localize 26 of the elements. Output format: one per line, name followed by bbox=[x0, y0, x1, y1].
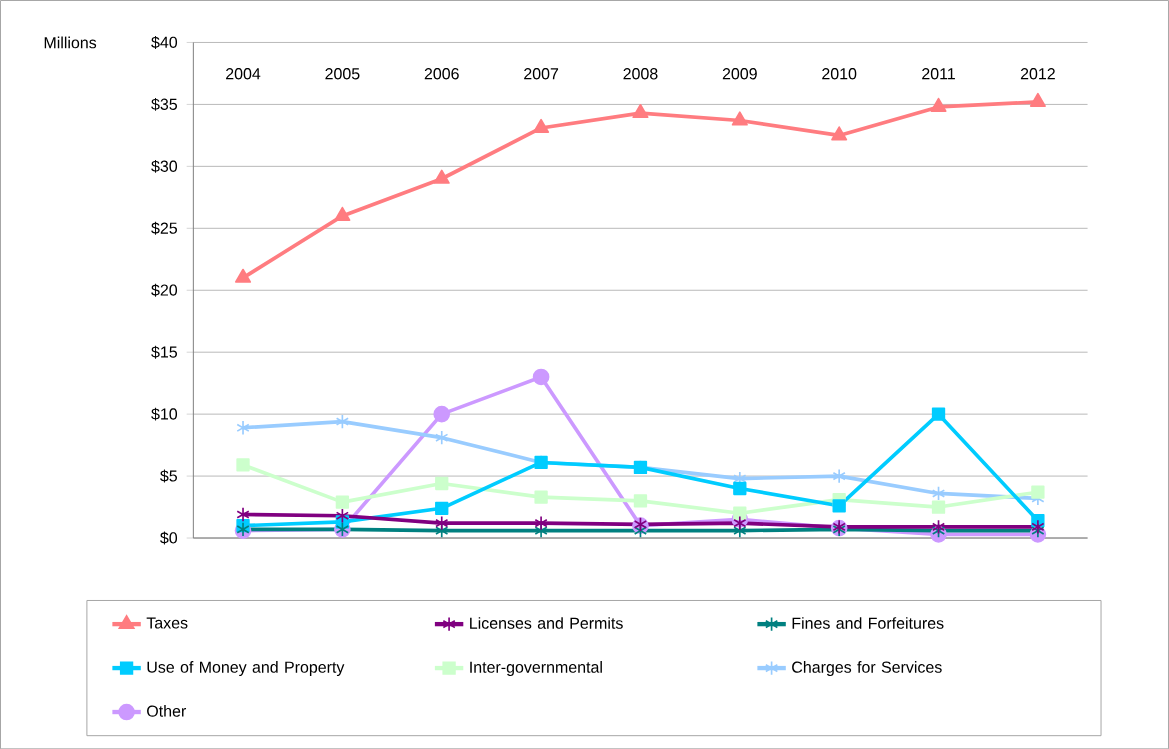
y-tick-label: $15 bbox=[151, 345, 178, 359]
legend-label: Licenses and Permits bbox=[470, 616, 623, 629]
y-tick-label: $20 bbox=[151, 283, 178, 297]
legend-label: Fines and Forfeitures bbox=[792, 616, 944, 629]
legend-label: Other bbox=[147, 704, 187, 717]
x-tick-label: 2011 bbox=[922, 67, 955, 80]
y-tick-label: $0 bbox=[160, 531, 178, 545]
y-tick-label: $35 bbox=[151, 97, 178, 111]
legend-label: Charges for Services bbox=[792, 660, 942, 676]
y-tick-label: $30 bbox=[151, 159, 178, 173]
y-tick-label: $40 bbox=[151, 35, 178, 49]
y-tick-label: $10 bbox=[151, 407, 178, 421]
x-tick-label: 2007 bbox=[524, 67, 559, 80]
x-tick-label: 2012 bbox=[1020, 67, 1055, 80]
x-tick-label: 2009 bbox=[722, 67, 757, 80]
y-tick-label: $25 bbox=[151, 221, 178, 235]
y-axis-title: Millions bbox=[44, 36, 97, 49]
x-tick-label: 2010 bbox=[822, 67, 857, 80]
legend-label: Inter-governmental bbox=[470, 660, 602, 676]
x-tick-label: 2006 bbox=[424, 67, 459, 80]
legend-label: Use of Money and Property bbox=[147, 660, 345, 676]
y-tick-label: $5 bbox=[160, 469, 178, 483]
legend-label: Taxes bbox=[146, 617, 188, 629]
x-tick-label: 2008 bbox=[623, 67, 658, 80]
x-tick-label: 2004 bbox=[226, 67, 261, 80]
x-tick-label: 2005 bbox=[325, 67, 360, 80]
